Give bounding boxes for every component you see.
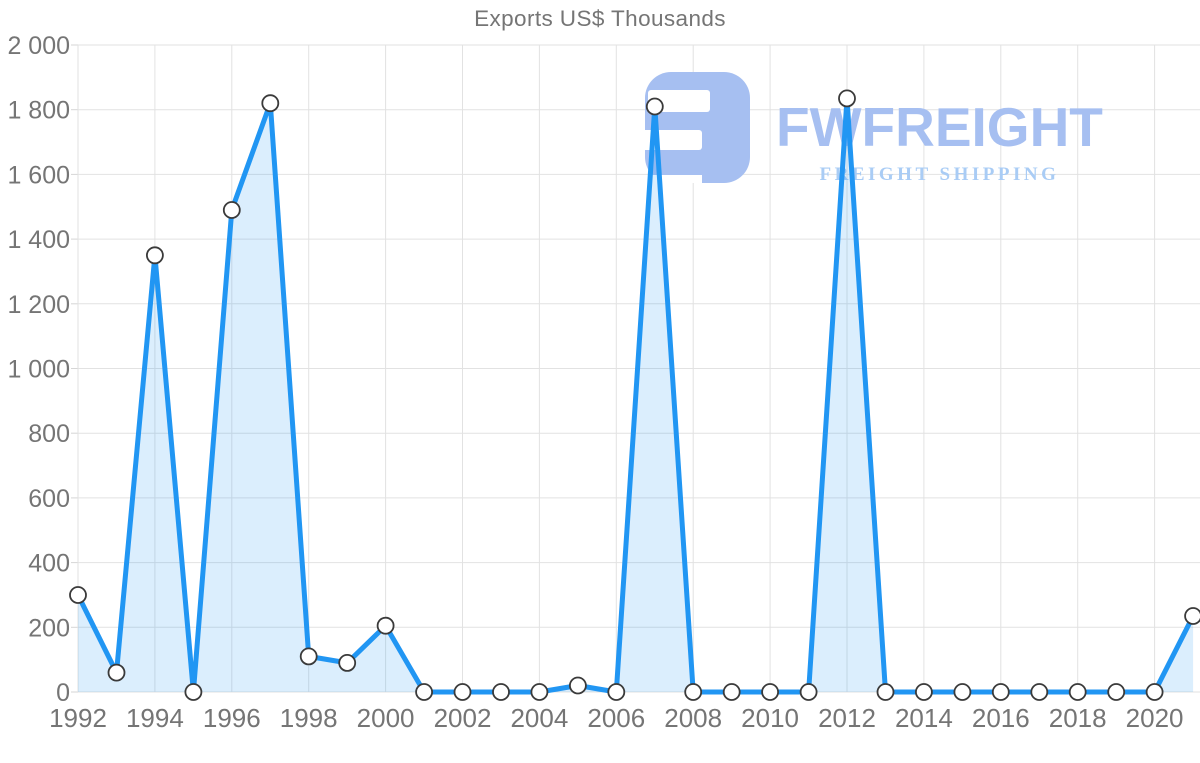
data-point-marker: [876, 683, 895, 701]
y-tick-label: 800: [28, 420, 70, 448]
data-point-marker: [376, 616, 395, 635]
y-tick-label: 1 200: [7, 291, 70, 319]
data-point-marker: [222, 201, 241, 219]
x-tick-label: 2000: [357, 703, 415, 733]
x-tick-label: 2014: [895, 703, 953, 733]
data-point-marker: [338, 654, 357, 672]
data-point-marker: [145, 246, 164, 265]
watermark-brand: FWFREIGHT: [776, 96, 1103, 158]
data-point-marker: [1107, 683, 1126, 701]
x-tick-label: 2004: [510, 703, 568, 733]
data-point-marker: [1145, 683, 1164, 701]
data-point-marker: [684, 683, 703, 701]
data-point-marker: [184, 683, 203, 701]
data-point-marker: [1030, 683, 1049, 701]
data-point-marker: [1184, 607, 1200, 625]
data-point-marker: [799, 683, 818, 701]
watermark-text: FWFREIGHT FREIGHT SHIPPING: [776, 72, 1103, 186]
watermark-logo: FWFREIGHT FREIGHT SHIPPING: [645, 72, 1103, 186]
x-tick-label: 2012: [818, 703, 876, 733]
data-point-marker: [953, 683, 972, 701]
data-point-marker: [415, 683, 434, 701]
data-point-marker: [838, 89, 856, 108]
y-tick-label: 1 600: [7, 161, 70, 189]
x-tick-label: 2018: [1049, 703, 1107, 733]
y-tick-label: 200: [28, 614, 70, 642]
watermark-tagline: FREIGHT SHIPPING: [819, 164, 1060, 185]
x-tick-label: 2008: [664, 703, 722, 733]
data-point-marker: [69, 586, 87, 604]
y-tick-label: 1 400: [7, 226, 70, 254]
data-point-marker: [261, 94, 280, 113]
x-tick-label: 2002: [434, 703, 492, 733]
data-point-marker: [915, 683, 933, 701]
data-point-marker: [761, 683, 779, 701]
chart-title: Exports US$ Thousands: [474, 6, 726, 31]
fwfreight-block-3-icon: [645, 72, 750, 183]
data-point-marker: [722, 683, 741, 701]
x-tick-label: 1992: [49, 703, 107, 733]
y-tick-label: 600: [28, 485, 70, 513]
data-point-markers: [69, 89, 1200, 701]
y-tick-label: 2 000: [7, 32, 70, 60]
y-tick-label: 1 000: [7, 356, 70, 384]
data-point-marker: [453, 683, 472, 701]
x-tick-label: 1994: [126, 703, 184, 733]
data-point-marker: [492, 683, 510, 701]
x-tick-label: 2016: [972, 703, 1030, 733]
data-point-marker: [569, 676, 587, 695]
y-tick-label: 0: [56, 679, 70, 707]
y-tick-label: 400: [28, 550, 70, 578]
data-point-marker: [299, 647, 318, 666]
data-point-marker: [107, 663, 126, 682]
y-axis-labels: 0 200 400 600 800 1 000 1 200 1 400 1 600 1 800 2 …: [7, 32, 70, 707]
data-point-marker: [530, 683, 549, 701]
x-tick-label: 2006: [587, 703, 645, 733]
data-point-marker: [645, 97, 664, 116]
y-tick-label: 1 800: [7, 97, 70, 125]
x-tick-label: 1996: [203, 703, 261, 733]
x-axis-labels: 1992 1994 1996 1998 2000 2002 2004 2006 2008 2010…: [49, 703, 1183, 733]
x-tick-label: 2010: [741, 703, 799, 733]
x-tick-label: 1998: [280, 703, 338, 733]
area-fill: [78, 98, 1194, 692]
data-point-marker: [607, 683, 626, 701]
data-point-marker: [1068, 683, 1087, 701]
x-tick-label: 2020: [1126, 703, 1184, 733]
data-point-marker: [991, 683, 1010, 701]
